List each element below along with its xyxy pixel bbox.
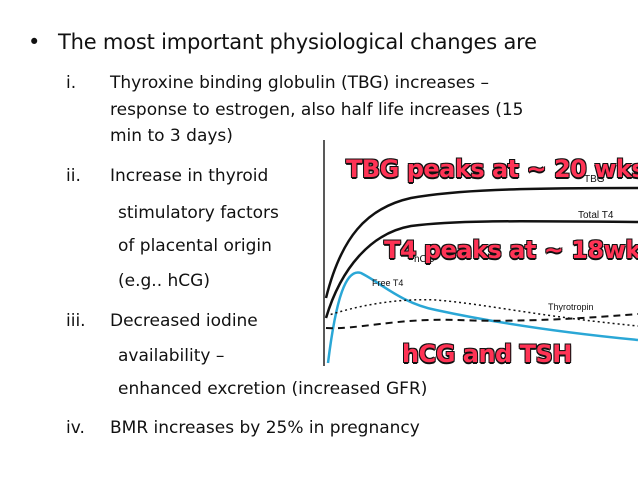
item-numeral: ii. — [66, 166, 81, 186]
label-total-t4: Total T4 — [578, 210, 614, 221]
overlay-t4-peak: T4 peaks at ~ 18wks — [384, 236, 638, 264]
tbg-curve — [324, 186, 638, 299]
item-line: min to 3 days) — [110, 126, 233, 146]
bullet-dot-icon: • — [28, 30, 41, 54]
item-line: stimulatory factors — [118, 203, 279, 223]
item-line: of placental origin — [118, 236, 272, 256]
main-bullet-text: The most important physiological changes… — [58, 30, 537, 54]
free-t4-curve — [326, 271, 638, 364]
item-line: Decreased iodine — [110, 311, 258, 331]
label-free-t4: Free T4 — [372, 278, 403, 288]
thyrotropin-curve — [325, 313, 638, 330]
label-thyrotropin: Thyrotropin — [548, 302, 594, 312]
overlay-tbg-peak: TBG peaks at ~ 20 wks — [346, 155, 638, 183]
total-t4-curve — [324, 219, 638, 319]
label-hcg: hCG — [414, 254, 435, 265]
item-line: response to estrogen, also half life inc… — [110, 100, 524, 120]
thyroid-pregnancy-graph: TBG Total T4 hCG Free T4 Thyrotropin — [323, 140, 638, 366]
main-bullet: • The most important physiological change… — [28, 30, 537, 54]
item-line: BMR increases by 25% in pregnancy — [110, 418, 420, 438]
hcg-curve — [325, 298, 638, 327]
item-line: (e.g.. hCG) — [118, 271, 210, 291]
item-line: availability – — [118, 346, 225, 366]
item-line: Thyroxine binding globulin (TBG) increas… — [110, 73, 490, 93]
label-tbg: TBG — [584, 174, 605, 185]
item-numeral: i. — [66, 73, 77, 93]
overlay-hcg-tsh: hCG and TSH — [402, 340, 572, 368]
item-line: enhanced excretion (increased GFR) — [118, 379, 428, 399]
item-numeral: iii. — [66, 311, 86, 331]
item-line: Increase in thyroid — [110, 166, 269, 186]
item-numeral: iv. — [66, 418, 85, 438]
